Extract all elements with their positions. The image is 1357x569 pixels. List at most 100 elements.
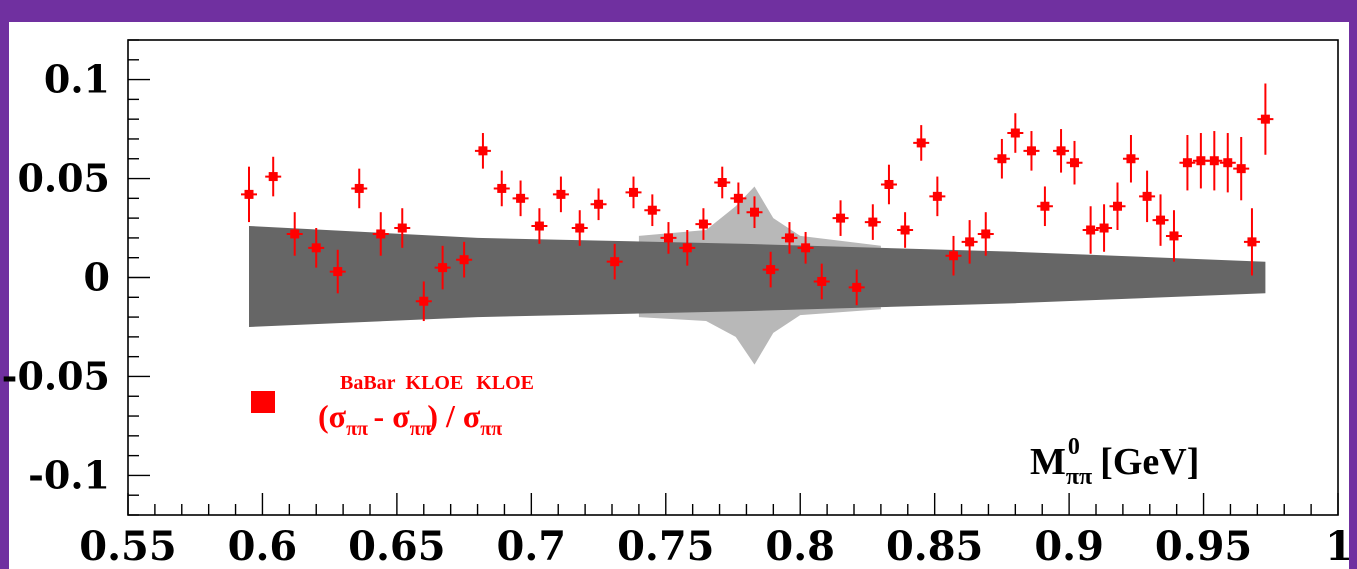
- data-point: [762, 251, 779, 288]
- data-point: [1066, 140, 1083, 185]
- y-tick-labels: 0.1 0.05 0 -0.05 -0.1: [2, 57, 110, 498]
- data-point: [1096, 204, 1113, 252]
- data-point: [730, 182, 747, 215]
- legend-sub-2: ππ: [410, 418, 432, 440]
- legend-sup-3: KLOE: [476, 372, 534, 394]
- legend-marker: [251, 391, 275, 413]
- x-tick-label: 0.7: [497, 523, 567, 569]
- data-point: [1179, 135, 1196, 191]
- data-point: [434, 245, 451, 290]
- slide-right-border: [1349, 0, 1357, 569]
- data-point: [1053, 129, 1070, 173]
- x-tick-label: 0.6: [228, 523, 298, 569]
- legend-sub-3: ππ: [480, 418, 502, 440]
- data-point: [977, 212, 994, 256]
- legend-sup-1: BaBar: [340, 372, 396, 394]
- data-point: [929, 176, 946, 217]
- data-point: [993, 138, 1010, 179]
- x-tick-labels: 0.55 0.6 0.65 0.7 0.75 0.8 0.85 0.9 0.95 1: [79, 523, 1353, 569]
- data-point: [1206, 131, 1223, 191]
- legend: (σππBaBar - σππKLOE) / σππKLOE: [251, 372, 534, 440]
- data-point: [913, 125, 930, 161]
- data-points: [241, 83, 1274, 322]
- slide-top-border: [0, 0, 1357, 22]
- slide-left-border: [0, 0, 9, 569]
- data-point: [746, 196, 763, 229]
- y-tick-label: 0: [84, 255, 110, 300]
- data-point: [679, 230, 696, 266]
- data-point: [625, 176, 642, 209]
- uncertainty-bands: [249, 186, 1266, 365]
- data-point: [1243, 208, 1260, 276]
- x-tick-label: 0.95: [1155, 523, 1252, 569]
- x-tick-label: 0.75: [617, 523, 714, 569]
- data-point: [265, 156, 282, 197]
- data-point: [1122, 135, 1139, 183]
- data-point: [241, 166, 257, 223]
- x-axis-label-main: M: [1030, 441, 1066, 483]
- x-axis-label: M0 ππ [GeV]: [1030, 434, 1199, 490]
- data-point: [781, 222, 798, 254]
- y-tick-label: -0.05: [2, 353, 110, 398]
- data-point: [1192, 133, 1209, 189]
- data-point: [961, 220, 978, 264]
- legend-minus: - σ: [366, 398, 411, 434]
- x-axis-label-sub: ππ: [1066, 464, 1092, 490]
- data-point: [1152, 194, 1169, 246]
- data-point: [1036, 186, 1053, 227]
- data-point: [797, 231, 814, 264]
- data-point: [531, 208, 548, 244]
- data-point: [1023, 131, 1040, 171]
- data-point: [456, 241, 473, 278]
- data-point: [813, 263, 830, 300]
- data-point: [945, 235, 962, 276]
- data-point: [571, 210, 588, 246]
- data-point: [351, 168, 368, 209]
- data-point: [493, 170, 510, 207]
- data-point: [394, 208, 411, 248]
- x-axis-label-sup: 0: [1068, 434, 1080, 460]
- x-tick-label: 0.8: [765, 523, 835, 569]
- data-point: [1233, 136, 1250, 201]
- data-point: [660, 222, 677, 254]
- data-point: [1139, 170, 1156, 223]
- data-point: [880, 164, 897, 205]
- data-point: [308, 228, 325, 268]
- data-point: [415, 281, 432, 322]
- y-tick-label: 0.05: [17, 156, 110, 201]
- data-point: [1257, 83, 1274, 155]
- data-point: [606, 243, 623, 280]
- data-point: [848, 269, 865, 306]
- data-point: [552, 176, 569, 213]
- y-tick-label: -0.1: [28, 452, 110, 497]
- data-point: [1165, 210, 1182, 262]
- svg-text:(σππBaBar - σππKLOE) / σππKLOE: (σππBaBar - σππKLOE) / σππKLOE: [318, 372, 534, 440]
- x-tick-label: 0.9: [1034, 523, 1104, 569]
- data-point: [1219, 133, 1236, 193]
- x-axis-label-unit: [GeV]: [1100, 441, 1199, 483]
- x-tick-label: 0.55: [79, 523, 176, 569]
- y-tick-label: 0.1: [44, 57, 110, 102]
- axis-ticks: [127, 39, 1339, 516]
- data-point: [286, 212, 303, 256]
- data-point: [474, 133, 491, 169]
- x-tick-label: 0.65: [348, 523, 445, 569]
- legend-sup-2: KLOE: [406, 372, 464, 394]
- x-tick-label: 0.85: [886, 523, 983, 569]
- data-point: [1109, 182, 1126, 230]
- x-tick-label: 1: [1325, 523, 1353, 569]
- legend-sub-1: ππ: [346, 418, 368, 440]
- data-point: [644, 194, 661, 227]
- band-dark: [249, 226, 1266, 327]
- legend-open: (σ: [318, 398, 347, 434]
- data-point: [512, 180, 529, 217]
- data-point: [372, 212, 389, 256]
- data-point: [714, 166, 731, 199]
- data-point: [897, 212, 914, 248]
- data-point: [1007, 113, 1024, 153]
- data-point: [832, 200, 849, 236]
- data-point: [590, 188, 607, 221]
